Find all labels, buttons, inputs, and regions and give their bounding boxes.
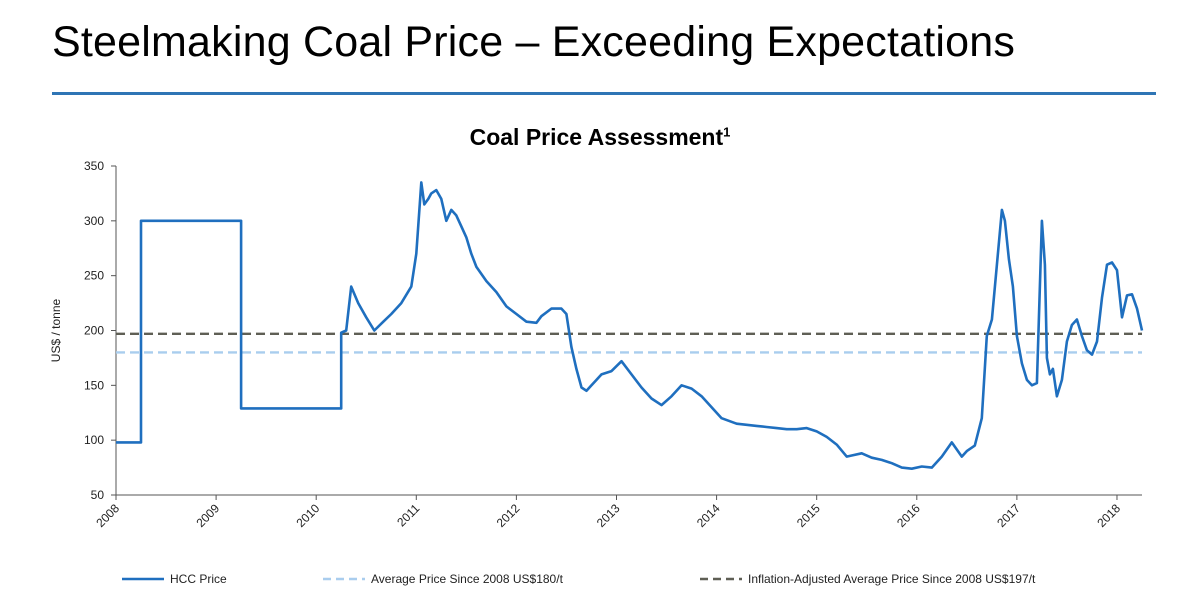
y-tick-label: 150 — [84, 378, 104, 392]
x-tick-label: 2012 — [494, 501, 523, 530]
chart-series — [116, 181, 1144, 471]
slide-title: Steelmaking Coal Price – Exceeding Expec… — [52, 18, 1016, 66]
y-tick-label: 100 — [84, 433, 104, 447]
x-tick-label: 2015 — [794, 501, 823, 530]
x-tick-label: 2009 — [193, 501, 222, 530]
legend-label: HCC Price — [170, 572, 227, 586]
chart-legend: HCC Price Average Price Since 2008 US$180… — [122, 572, 1036, 586]
chart-title-text: Coal Price Assessment — [469, 124, 724, 150]
chart-axes: 50 100 150 200 250 300 350 2008 2009 2010 2011 2012… — [49, 159, 1142, 530]
y-tick-label: 350 — [84, 159, 104, 173]
y-tick-label: 200 — [84, 324, 104, 338]
chart-title-footnote: 1 — [723, 124, 731, 140]
y-tick-label: 250 — [84, 269, 104, 283]
x-tick-label: 2017 — [994, 501, 1023, 530]
x-tick-label: 2016 — [894, 501, 923, 530]
legend-label: Average Price Since 2008 US$180/t — [371, 572, 564, 586]
x-tick-label: 2013 — [594, 501, 623, 530]
y-tick-label: 50 — [91, 488, 105, 502]
y-tick-label: 300 — [84, 214, 104, 228]
x-tick-label: 2011 — [394, 501, 422, 529]
title-divider — [52, 92, 1156, 95]
x-tick-label: 2014 — [694, 501, 723, 530]
x-tick-label: 2018 — [1094, 501, 1123, 530]
y-axis-label: US$ / tonne — [49, 298, 63, 362]
chart-title: Coal Price Assessment1 — [0, 124, 1200, 151]
legend-label: Inflation-Adjusted Average Price Since 2… — [748, 572, 1036, 586]
x-tick-label: 2008 — [93, 501, 122, 530]
hcc-price-line — [116, 181, 1144, 471]
x-tick-label: 2010 — [294, 501, 323, 530]
